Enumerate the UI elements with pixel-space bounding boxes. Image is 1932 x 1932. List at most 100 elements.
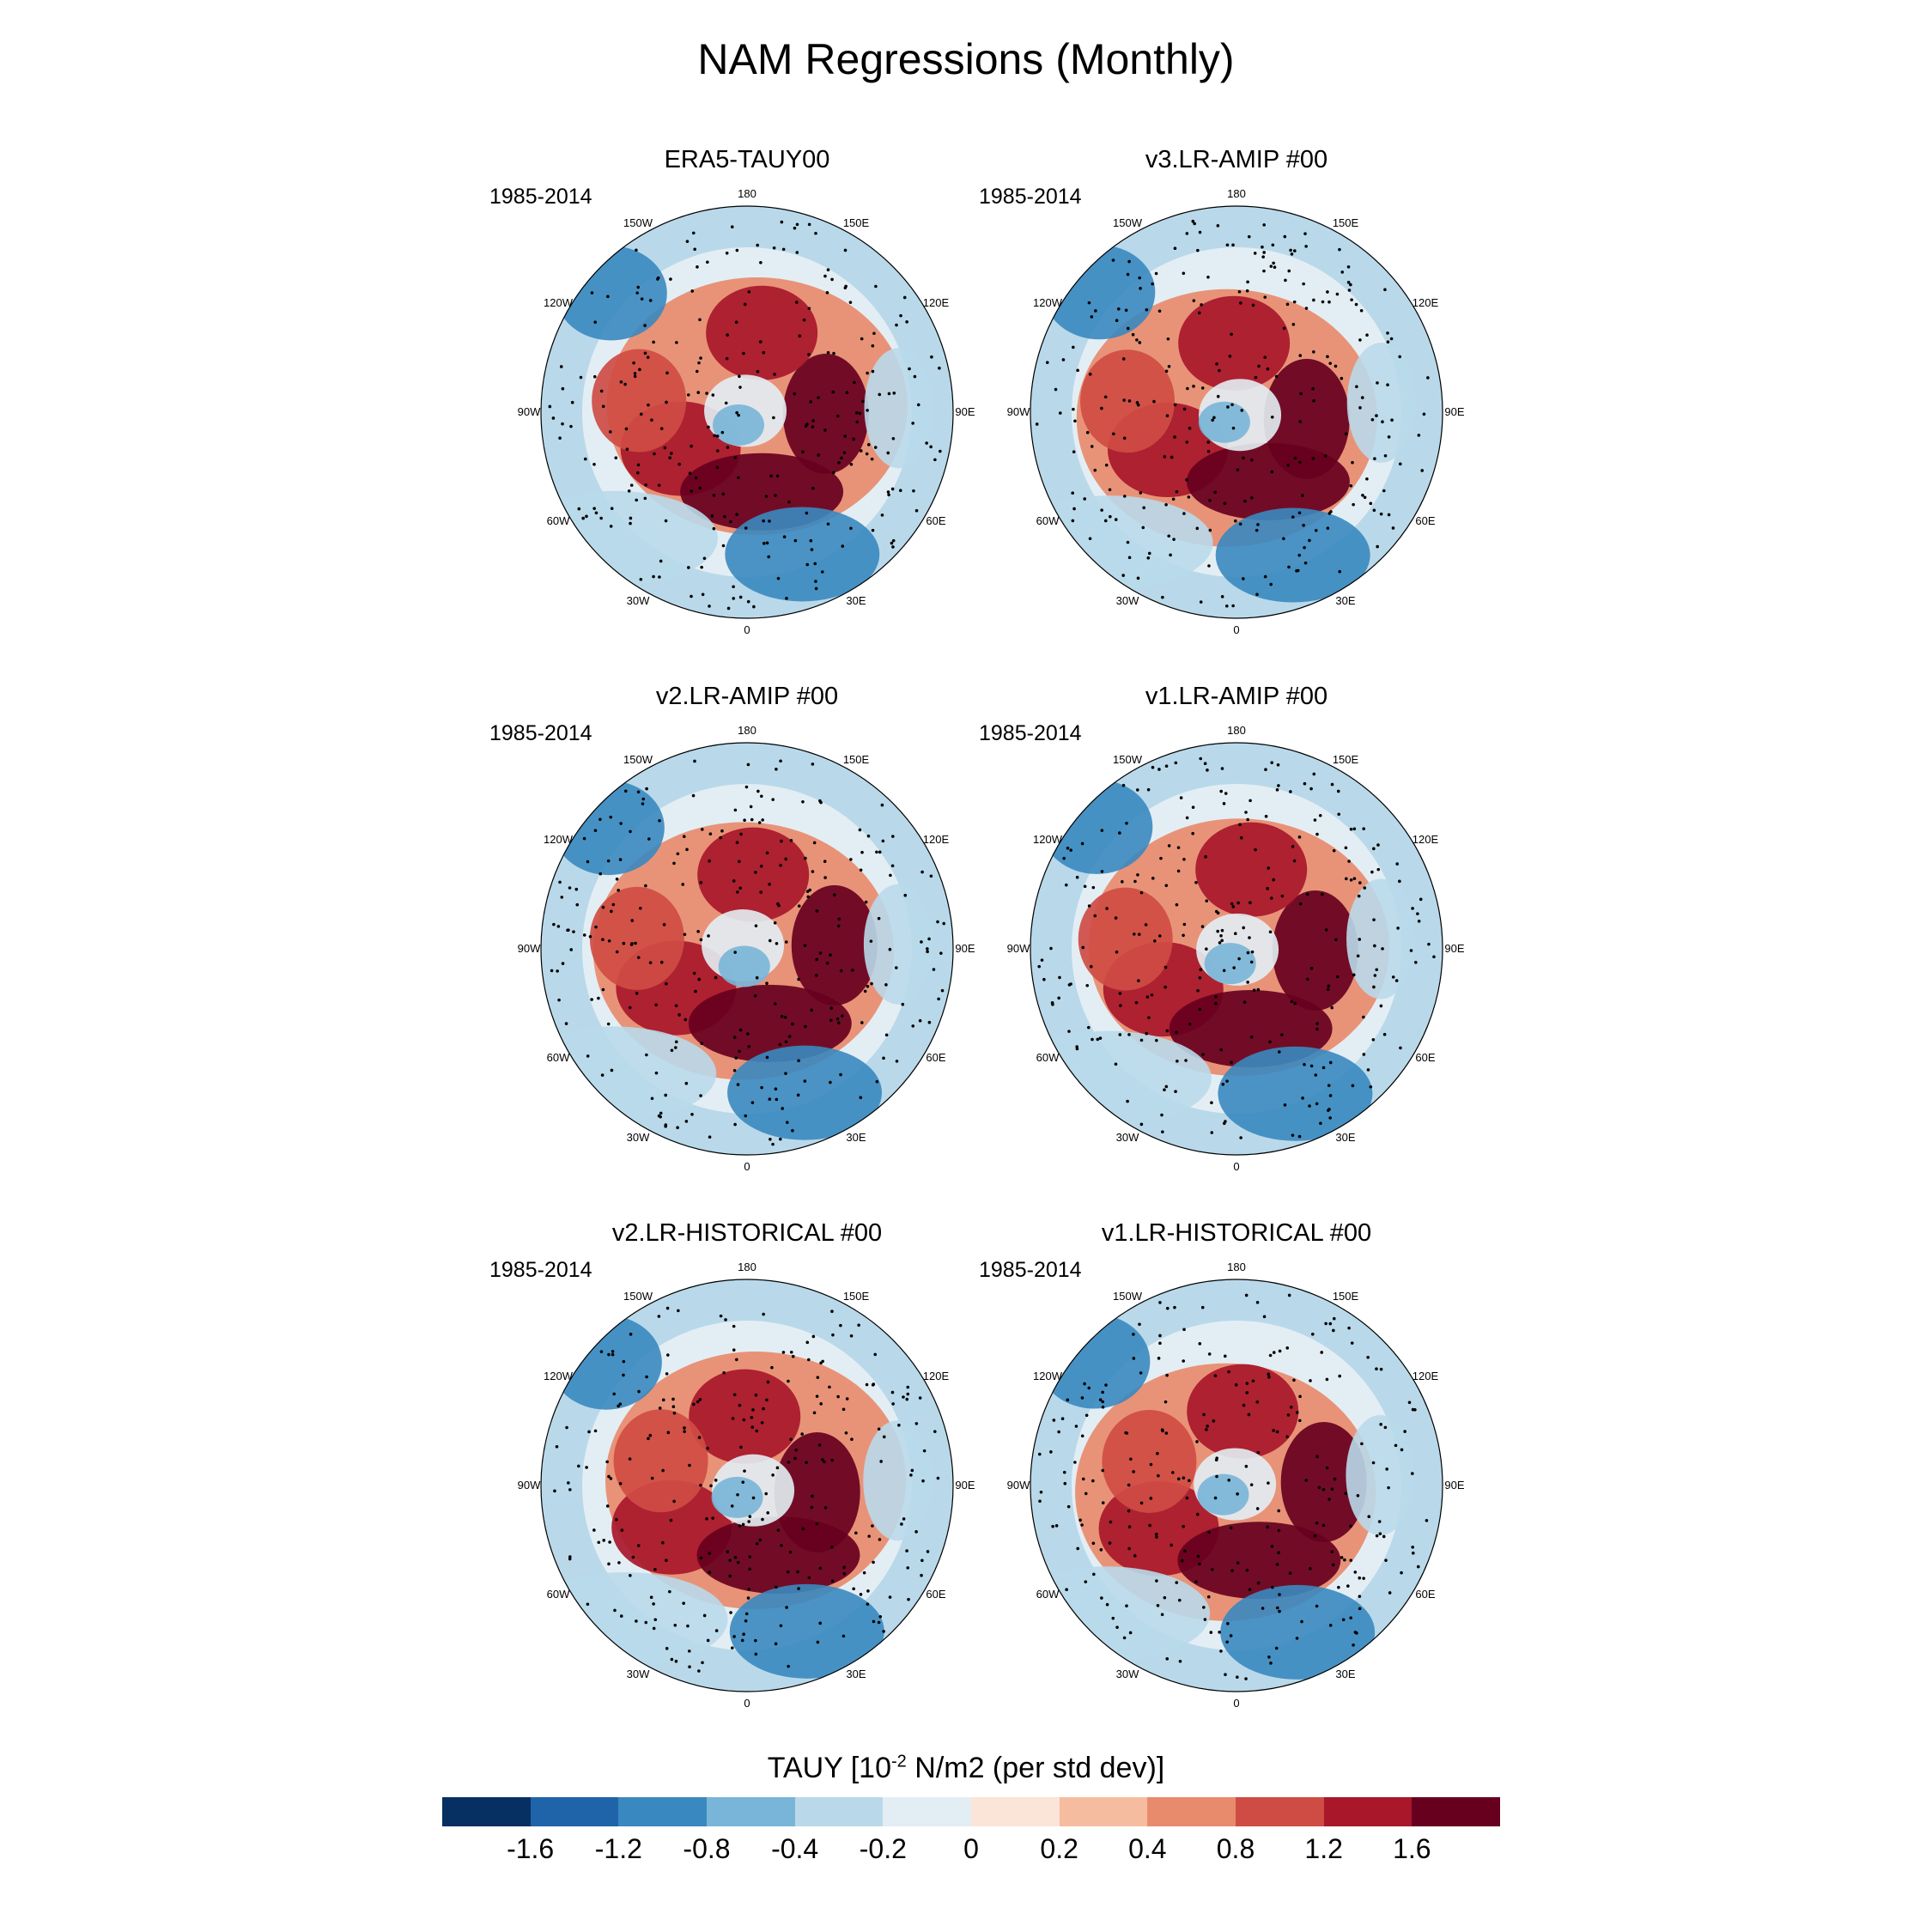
significance-dot <box>1213 1496 1218 1500</box>
significance-dot <box>645 1375 648 1379</box>
longitude-label: 60E <box>1415 1051 1435 1064</box>
longitude-label: 150W <box>623 216 653 229</box>
significance-dot <box>735 410 738 415</box>
significance-dot <box>1311 386 1315 391</box>
significance-dot <box>581 516 585 520</box>
negative-anomaly <box>1041 779 1153 874</box>
significance-dot <box>819 1361 823 1365</box>
significance-dot <box>768 519 771 523</box>
significance-dot <box>853 380 856 385</box>
map-field <box>1030 743 1443 1155</box>
significance-dot <box>890 487 895 491</box>
significance-dot <box>906 1385 910 1389</box>
significance-dot <box>1317 1485 1321 1490</box>
significance-dot <box>1262 1315 1267 1319</box>
significance-dot <box>1299 392 1303 396</box>
significance-dot <box>773 921 777 925</box>
significance-dot <box>1091 885 1096 890</box>
panel-period: 1985-2014 <box>979 1258 1082 1282</box>
significance-dot <box>1338 1374 1341 1378</box>
significance-dot <box>720 430 725 434</box>
significance-dot <box>1371 1037 1376 1042</box>
significance-dot <box>1326 526 1330 530</box>
significance-dot <box>1164 1084 1169 1089</box>
significance-dot <box>1291 323 1296 326</box>
significance-dot <box>1328 1624 1333 1627</box>
significance-dot <box>1270 761 1273 764</box>
significance-dot <box>1283 234 1287 239</box>
significance-dot <box>635 291 639 295</box>
significance-dot <box>852 1587 856 1591</box>
positive-anomaly <box>1187 1364 1299 1459</box>
significance-dot <box>712 494 716 497</box>
significance-dot <box>830 277 834 282</box>
significance-dot <box>1263 355 1267 359</box>
significance-dot <box>706 260 709 264</box>
significance-dot <box>577 507 581 511</box>
figure-title: NAM Regressions (Monthly) <box>697 35 1235 83</box>
significance-dot <box>1133 879 1137 884</box>
significance-dot <box>841 1634 846 1638</box>
significance-dot <box>1237 957 1241 961</box>
significance-dot <box>1231 426 1236 430</box>
significance-dot <box>1220 767 1224 770</box>
longitude-label: 30W <box>1116 1668 1139 1680</box>
significance-dot <box>666 1431 671 1435</box>
significance-dot <box>1266 887 1269 890</box>
significance-dot <box>804 1024 807 1029</box>
significance-dot <box>874 284 878 289</box>
significance-dot <box>793 392 797 396</box>
significance-dot <box>1312 350 1315 354</box>
significance-dot <box>1422 412 1426 416</box>
significance-dot <box>736 1083 740 1086</box>
significance-dot <box>1198 1007 1202 1012</box>
significance-dot <box>787 1035 792 1038</box>
significance-dot <box>618 1402 623 1406</box>
significance-dot <box>653 1567 657 1571</box>
significance-dot <box>623 789 628 793</box>
significance-dot <box>629 483 634 487</box>
significance-dot <box>738 1524 742 1528</box>
significance-dot <box>1270 1545 1274 1548</box>
significance-dot <box>561 422 564 426</box>
significance-dot <box>624 427 629 431</box>
significance-dot <box>1062 1470 1066 1474</box>
significance-dot <box>1370 418 1375 422</box>
significance-dot <box>1246 951 1250 955</box>
significance-dot <box>691 231 696 235</box>
significance-dot <box>1209 1631 1213 1634</box>
significance-dot <box>872 1619 876 1624</box>
longitude-label: 180 <box>1227 724 1246 737</box>
significance-dot <box>593 829 598 832</box>
significance-dot <box>1230 902 1234 906</box>
significance-dot <box>821 1458 824 1461</box>
significance-dot <box>1121 357 1126 361</box>
significance-dot <box>1157 768 1161 771</box>
significance-dot <box>801 799 805 804</box>
significance-dot <box>1289 248 1292 252</box>
longitude-label: 150E <box>1333 216 1359 229</box>
significance-dot <box>1385 1467 1388 1471</box>
negative-anomaly <box>711 1476 763 1518</box>
significance-dot <box>1145 1031 1148 1036</box>
significance-dot <box>630 919 635 922</box>
significance-dot <box>865 1382 869 1387</box>
significance-dot <box>774 1087 778 1091</box>
significance-dot <box>1398 462 1402 466</box>
significance-dot <box>1188 426 1192 430</box>
significance-dot <box>1139 1371 1143 1375</box>
significance-dot <box>1194 881 1198 884</box>
significance-dot <box>732 585 735 589</box>
significance-dot <box>819 800 823 805</box>
significance-dot <box>807 1576 811 1580</box>
significance-dot <box>942 921 946 926</box>
significance-dot <box>1165 1373 1169 1377</box>
significance-dot <box>811 425 815 428</box>
significance-dot <box>897 1423 901 1427</box>
significance-dot <box>1098 1398 1103 1401</box>
significance-dot <box>1382 1032 1387 1036</box>
significance-dot <box>1267 1655 1271 1659</box>
significance-dot <box>849 526 853 531</box>
significance-dot <box>807 222 811 227</box>
negative-anomaly <box>1030 1030 1212 1126</box>
